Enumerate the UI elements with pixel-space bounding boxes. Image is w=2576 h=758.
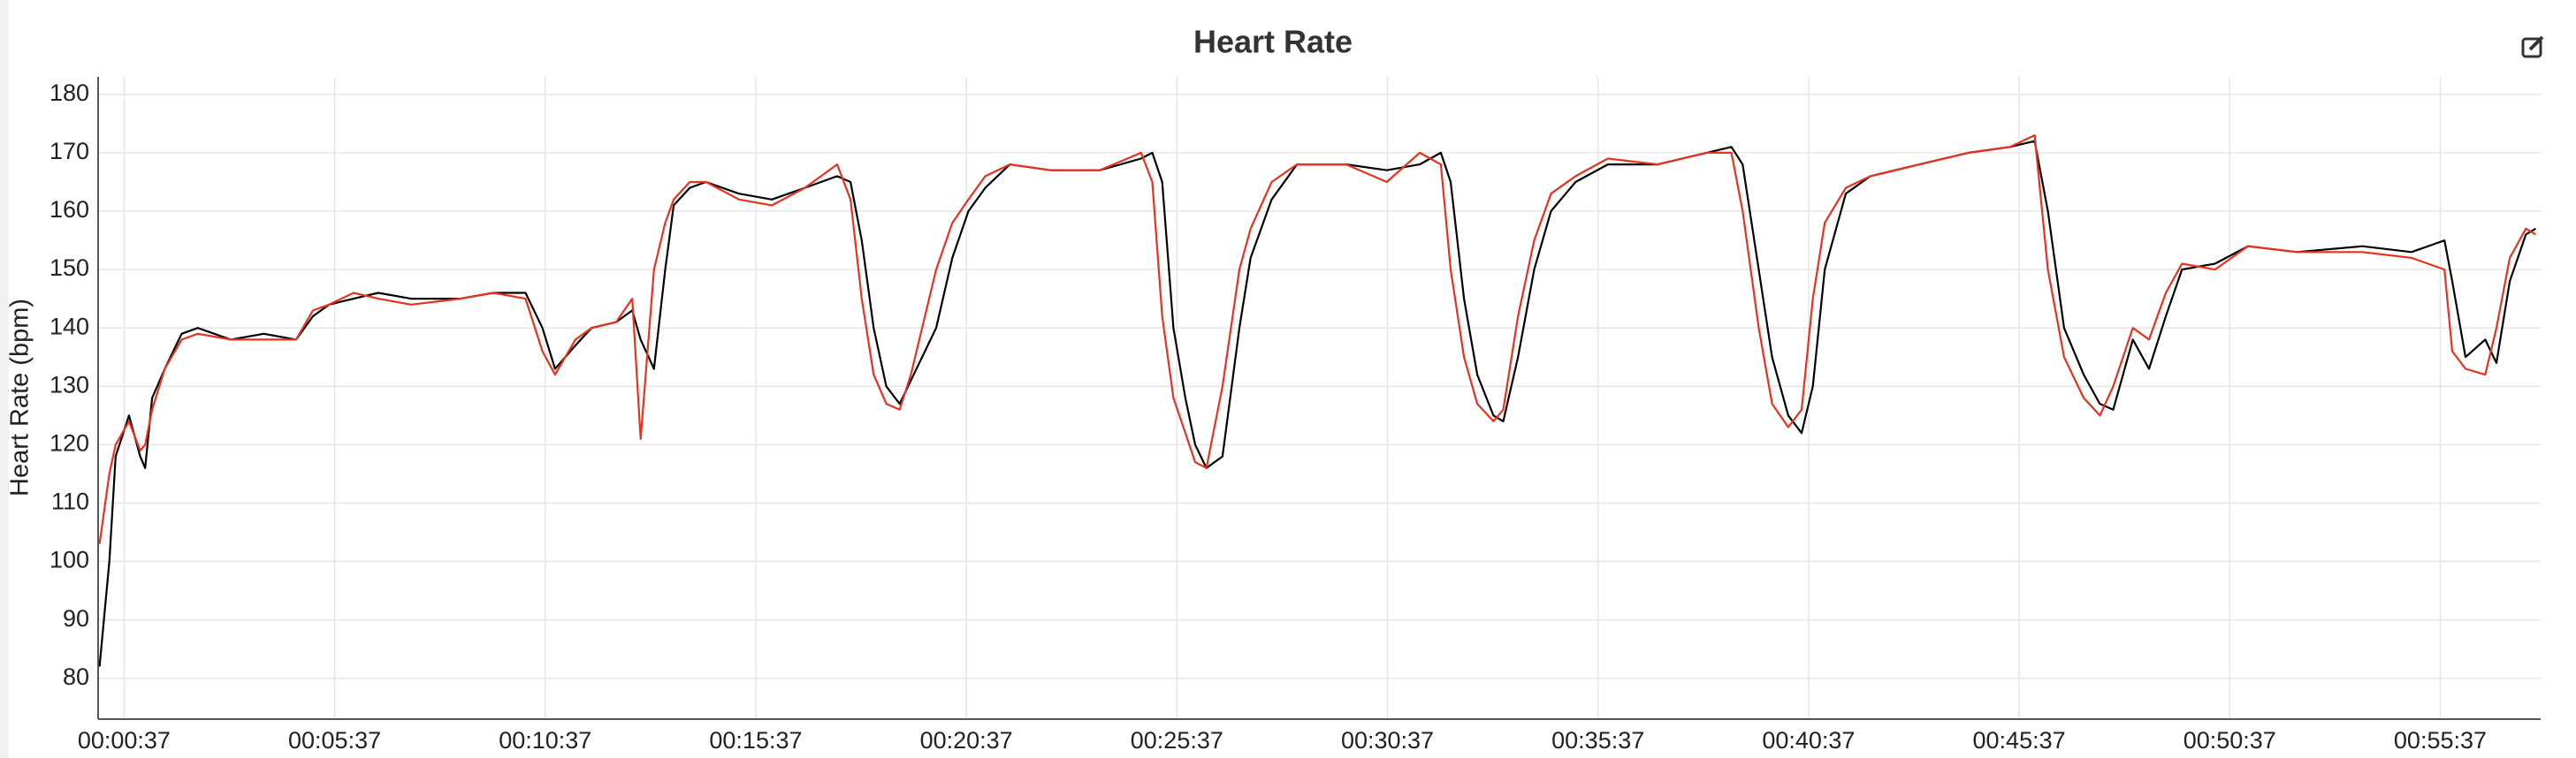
x-tick-label: 00:35:37 [1551, 727, 1644, 754]
y-tick-label: 140 [50, 313, 89, 339]
x-tick-label: 00:45:37 [1973, 727, 2066, 754]
x-tick-label: 00:30:37 [1341, 727, 1434, 754]
x-tick-label: 00:10:37 [499, 727, 591, 754]
edit-icon[interactable] [2521, 35, 2544, 58]
y-tick-label: 100 [50, 547, 89, 573]
x-tick-label: 00:00:37 [78, 727, 171, 754]
chart-title: Heart Rate [1193, 24, 1353, 60]
y-tick-label: 150 [50, 254, 89, 281]
y-tick-label: 80 [63, 663, 89, 690]
x-tick-label: 00:05:37 [288, 727, 381, 754]
series-line [98, 140, 2536, 667]
side-strip [0, 0, 9, 758]
x-tick-label: 00:20:37 [920, 727, 1013, 754]
series-line [98, 134, 2536, 544]
y-tick-label: 170 [50, 138, 89, 164]
y-tick-label: 160 [50, 196, 89, 223]
x-tick-label: 00:25:37 [1131, 727, 1223, 754]
y-axis-label: Heart Rate (bpm) [6, 299, 34, 496]
x-tick-label: 00:15:37 [709, 727, 802, 754]
x-tick-label: 00:55:37 [2394, 727, 2487, 754]
y-tick-label: 180 [50, 80, 89, 106]
y-tick-label: 110 [51, 489, 89, 515]
y-tick-label: 130 [50, 371, 89, 398]
y-tick-label: 120 [50, 429, 89, 456]
y-tick-label: 90 [63, 605, 89, 632]
x-tick-label: 00:50:37 [2184, 727, 2276, 754]
x-tick-label: 00:40:37 [1762, 727, 1855, 754]
